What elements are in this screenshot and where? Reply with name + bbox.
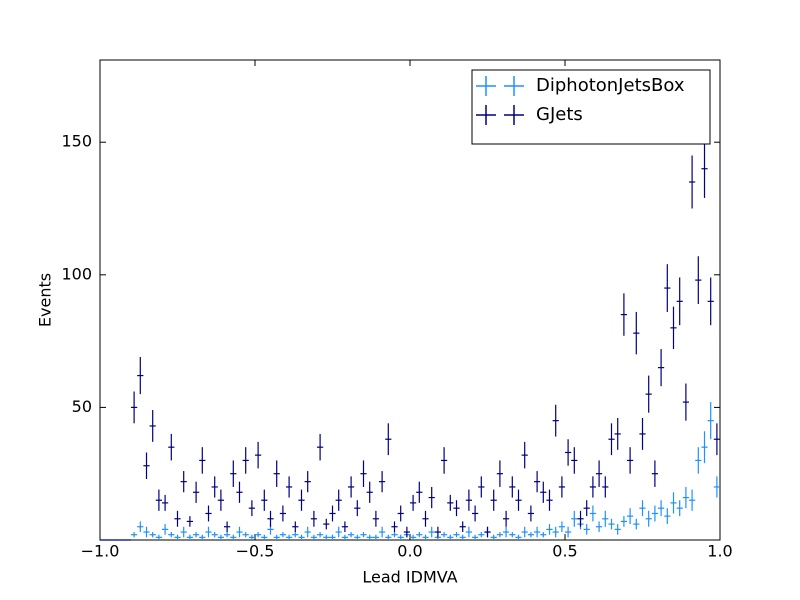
x-tick-label: −1.0 [81,542,120,561]
x-tick-label: 0.5 [552,542,577,561]
series [100,139,720,541]
series [100,402,720,541]
x-tick-label: 1.0 [707,542,732,561]
x-tick-label: 0.0 [397,542,422,561]
legend-label: DiphotonJetsBox [536,75,685,96]
y-tick-label: 50 [72,397,92,416]
legend: DiphotonJetsBox GJets [471,69,711,145]
y-axis-label: Events [36,273,55,327]
x-tick-label: −0.5 [236,542,275,561]
legend-label: GJets [536,104,583,125]
y-tick-label: 100 [61,264,92,283]
legend-box [471,69,711,145]
x-axis-label: Lead IDMVA [362,568,457,587]
y-tick-label: 150 [61,132,92,151]
